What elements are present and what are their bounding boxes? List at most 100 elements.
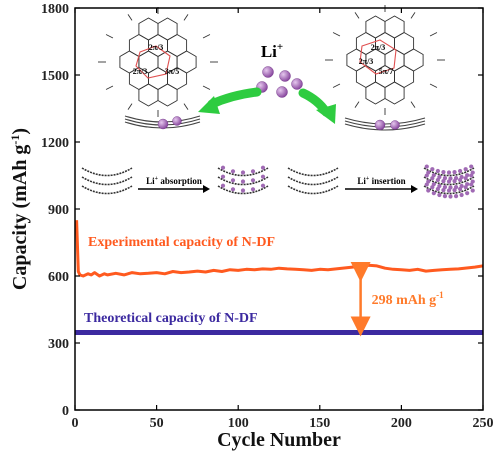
angle-label: 2π/3 xyxy=(133,67,148,76)
li-ion xyxy=(374,119,386,131)
y-tick-label: 900 xyxy=(48,203,69,218)
li-ion-small xyxy=(260,174,266,179)
lattice-bond xyxy=(202,85,211,90)
li-ion-small xyxy=(260,183,266,188)
stacked-sheet xyxy=(423,176,475,186)
experimental-capacity-line xyxy=(75,220,484,278)
li-ion-small xyxy=(424,173,429,178)
stack-absorbed xyxy=(217,165,269,195)
sheet-layer xyxy=(344,123,426,131)
series-layer: Experimental capacity of N-DF Theoretical… xyxy=(74,220,484,335)
lattice-ring xyxy=(138,83,159,107)
li-ion-small xyxy=(463,185,468,190)
li-ion-small xyxy=(230,178,236,183)
lattice-ring xyxy=(384,15,405,39)
li-ion-small xyxy=(230,169,236,174)
li-ion-small xyxy=(431,191,436,196)
stacked-sheet xyxy=(81,167,133,177)
stack-pristine-right xyxy=(287,167,339,195)
li-ion-small xyxy=(452,188,457,193)
green-arrow-left xyxy=(207,87,262,109)
li-ion xyxy=(276,86,288,98)
li-ion-small xyxy=(463,167,468,172)
defect-outline xyxy=(135,45,171,79)
lattice-bond xyxy=(332,83,341,88)
x-tick-label: 50 xyxy=(150,416,164,431)
y-tick-label: 1200 xyxy=(41,136,69,151)
lattice-bond xyxy=(105,85,114,90)
defect-outline xyxy=(359,39,397,75)
y-tick-label: 600 xyxy=(48,270,69,285)
lattice-ring xyxy=(394,31,415,56)
li-ion-small xyxy=(240,188,246,193)
y-tick-label: 0 xyxy=(62,404,69,419)
lattice-ring xyxy=(138,17,159,41)
lattice-right xyxy=(325,5,445,115)
li-ion-small xyxy=(458,186,463,192)
stacked-sheet xyxy=(217,185,269,195)
y-axis-title-sup: -1 xyxy=(8,135,22,145)
li-ion-small xyxy=(463,176,468,181)
stacked-sheet xyxy=(287,176,339,186)
li-ion-small xyxy=(430,176,435,181)
li-ion-small xyxy=(437,192,442,198)
li-ion-small xyxy=(469,164,474,169)
stack-inserted xyxy=(423,164,475,199)
li-ion-small xyxy=(452,179,457,184)
y-axis-title-main: Capacity (mAh g xyxy=(9,145,31,291)
lattice-bond xyxy=(105,34,114,39)
li-ion xyxy=(291,78,303,90)
li-ion-small xyxy=(465,191,470,196)
li-ion-small xyxy=(220,165,226,170)
angle-label: 2π/3 xyxy=(149,43,164,52)
li-ion-small xyxy=(435,177,440,183)
x-tick-label: 250 xyxy=(473,416,494,431)
mechanism-inset: 2π/3 2π/3 3π/5 2π/3 2π/3 5π/7 Li+ Li+ absorptio… xyxy=(81,5,475,199)
lattice-ring xyxy=(403,48,424,72)
angle-label: 2π/3 xyxy=(359,57,374,66)
difference-label: 298 mAh g-1 xyxy=(372,290,445,308)
li-ion-small xyxy=(260,165,266,170)
li-ion-small xyxy=(458,177,463,183)
li-ion-small xyxy=(240,179,246,184)
lattice-ring xyxy=(365,15,386,39)
lattice-bond xyxy=(354,12,360,19)
lattice-bond xyxy=(127,103,133,110)
stack-pristine-left xyxy=(81,167,133,195)
annotation-layer: 298 mAh g-1 xyxy=(350,261,445,337)
li-ion-small xyxy=(452,170,457,175)
lattice-bond xyxy=(183,14,189,21)
li-ion-small xyxy=(240,170,246,175)
lattice-bond xyxy=(429,83,438,88)
axis-ticks: 0 300 600 900 1200 1500 1800 0 50 100 150 200 250 xyxy=(41,2,494,431)
insertion-arrow-label: Li+ insertion xyxy=(357,176,405,186)
lattice-ring xyxy=(157,17,178,41)
li-ion-small xyxy=(458,168,463,174)
li-ion-small xyxy=(448,194,453,199)
li-ion-small xyxy=(442,194,448,199)
lattice-ring xyxy=(167,33,188,58)
lattice-left xyxy=(98,7,218,117)
li-ion-small xyxy=(424,164,429,169)
li-ion xyxy=(157,118,169,130)
li-ion xyxy=(279,70,291,82)
lattice-bond xyxy=(202,34,211,39)
li-ion-small xyxy=(250,178,256,183)
li-ion-small xyxy=(230,187,236,192)
insertion-arrow-head xyxy=(411,185,418,193)
li-ion-small xyxy=(220,183,226,188)
x-tick-label: 100 xyxy=(228,416,249,431)
y-tick-label: 1500 xyxy=(41,69,69,84)
li-ion-small xyxy=(250,187,256,192)
stacked-sheet xyxy=(423,185,475,195)
li-plus-label: Li+ xyxy=(261,41,283,61)
li-ion-small xyxy=(469,173,474,178)
li-ion-small xyxy=(430,167,435,172)
green-arrow-right-head xyxy=(316,104,336,124)
li-ion-small xyxy=(453,194,459,199)
series-label: Theoretical capacity of N-DF xyxy=(84,311,258,326)
lattice-ring xyxy=(128,33,149,58)
lattice-ring xyxy=(365,81,386,105)
li-ion-small xyxy=(446,179,452,184)
sheet-layer xyxy=(344,117,426,125)
